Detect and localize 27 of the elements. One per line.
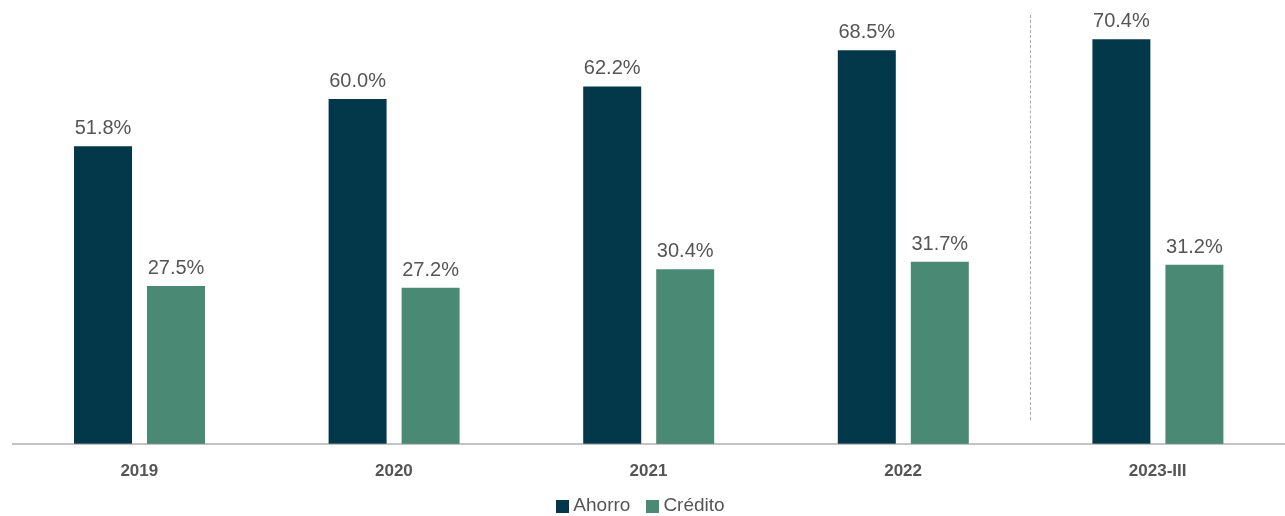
bar [74,146,132,444]
bar [147,285,205,444]
data-label: 27.2% [402,257,460,280]
data-label: 31.2% [1166,234,1223,257]
data-label: 60.0% [329,69,387,92]
x-tick-label: 2021 [629,461,668,481]
bar [1165,264,1224,444]
bar [656,269,715,444]
bar [328,99,387,444]
bar [837,50,896,444]
bar [583,86,642,444]
bar [910,261,969,444]
data-label: 51.8% [74,116,132,139]
data-label: 30.4% [656,239,714,262]
data-label: 62.2% [583,56,641,79]
x-tick-label: 2022 [884,461,923,481]
legend-label: Ahorro [573,494,631,515]
data-label: 31.7% [911,231,969,254]
bar [401,287,460,444]
data-label: 68.5% [838,20,896,43]
data-label: 70.4% [1093,9,1150,32]
x-tick-label: 2023-III [1128,461,1187,481]
bar [1092,39,1151,444]
data-label: 27.5% [147,255,205,278]
x-tick-label: 2020 [374,461,413,481]
legend-label: Crédito [663,494,725,515]
x-tick-label: 2019 [120,461,159,481]
